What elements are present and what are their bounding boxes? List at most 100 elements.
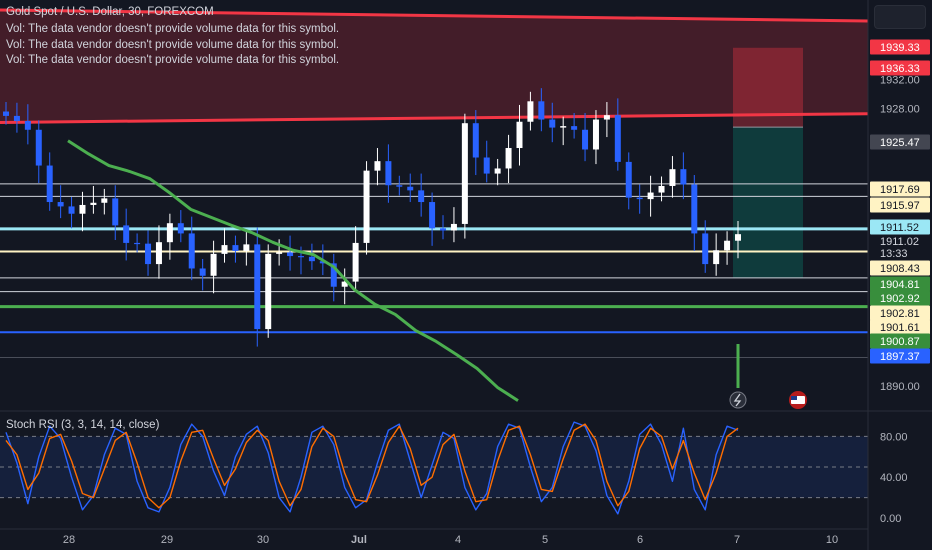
time-tick-label: 10	[826, 534, 838, 546]
price-label-badge	[870, 219, 930, 235]
candle-body	[516, 121, 523, 149]
candle-body	[68, 206, 75, 214]
price-labels: 1939.33 1936.33 1925.47 1917.69 1915.97 1911.…	[870, 39, 930, 364]
countdown-label: 13:33	[880, 248, 908, 260]
candle-body	[287, 252, 294, 257]
lightning-bolt-shape	[733, 393, 742, 407]
resistance-zone	[0, 10, 868, 123]
candle-body	[112, 198, 119, 226]
candle-body	[691, 184, 698, 234]
candle-body	[538, 101, 545, 120]
candlestick-series	[3, 88, 741, 347]
candle-body	[134, 242, 141, 245]
time-tick-label: 4	[455, 534, 461, 546]
candle-body	[199, 268, 206, 276]
rsi-tick-label: 0.00	[880, 513, 901, 525]
price-label-text: 1902.81	[880, 308, 920, 320]
price-label-badge	[870, 39, 930, 55]
price-label-text: 1936.33	[880, 63, 920, 75]
price-label-text: 1908.43	[880, 263, 920, 275]
price-label-text: 1897.37	[880, 351, 920, 363]
candle-body	[680, 169, 687, 185]
us-flag-canton	[791, 396, 797, 400]
candle-body	[702, 233, 709, 265]
candle-body	[669, 169, 676, 186]
candle-body	[396, 185, 403, 187]
rsi-tick-label: 80.00	[880, 431, 908, 443]
candle-body	[13, 115, 20, 122]
candle-body	[24, 121, 31, 130]
stoch-rsi-d-line	[5, 423, 739, 509]
price-label-badge	[870, 197, 930, 213]
candle-body	[3, 111, 9, 116]
time-tick-label: 29	[161, 534, 173, 546]
candle-body	[713, 250, 720, 265]
candle-body	[265, 253, 272, 330]
price-label-badge	[870, 305, 930, 321]
candle-body	[319, 261, 326, 264]
candle-body	[461, 123, 468, 224]
candle-body	[571, 126, 578, 130]
top-right-button[interactable]	[874, 5, 926, 29]
candle-body	[221, 245, 228, 254]
symbol-title[interactable]: Gold Spot / U.S. Dollar, 30, FOREXCOM	[6, 6, 214, 18]
candle-body	[724, 240, 731, 251]
candle-body	[407, 186, 414, 191]
candle-body	[276, 252, 283, 254]
horizontal-levels	[0, 8, 869, 359]
candle-body	[166, 223, 173, 243]
chart-icons	[729, 391, 807, 409]
stoch-rsi-title[interactable]: Stoch RSI (3, 3, 14, 14, close)	[6, 419, 160, 431]
candle-body	[188, 233, 195, 269]
candle-body	[254, 244, 261, 330]
price-label-text: 1915.97	[880, 200, 920, 212]
lightning-icon	[729, 391, 747, 409]
drawing-zones	[0, 10, 868, 278]
price-label-badge	[870, 333, 930, 349]
candle-body	[101, 198, 108, 203]
candle-body	[560, 126, 567, 128]
candle-body	[352, 242, 359, 282]
price-label-text: 1917.69	[880, 184, 920, 196]
candle-body	[603, 115, 610, 120]
rsi-tick-label: 40.00	[880, 472, 908, 484]
candle-body	[123, 225, 130, 243]
candle-body	[330, 263, 337, 287]
candle-body	[450, 223, 457, 231]
candle-body	[177, 223, 184, 234]
price-label-badge	[870, 290, 930, 306]
time-axis: 28 29 30 Jul 4 5 6 7 10	[0, 528, 868, 546]
price-label-badge	[870, 276, 930, 292]
candle-body	[440, 228, 447, 231]
candle-body	[35, 129, 42, 166]
candle-body	[308, 256, 315, 262]
candle-body	[341, 281, 348, 287]
price-tick-label: 1932.00	[880, 74, 920, 86]
candle-body	[79, 204, 86, 214]
candle-body	[625, 161, 632, 198]
candle-body	[483, 157, 490, 174]
price-tick-label: 1928.00	[880, 104, 920, 116]
candle-body	[418, 190, 425, 203]
resistance-line-bottom	[0, 112, 869, 124]
time-tick-label: 5	[542, 534, 548, 546]
price-label-text: 1902.92	[880, 293, 920, 305]
candle-body	[210, 253, 217, 276]
time-tick-label: 28	[63, 534, 75, 546]
price-label-badge	[870, 260, 930, 276]
candle-body	[46, 165, 53, 203]
candle-body	[549, 119, 556, 128]
candle-body	[614, 115, 621, 162]
price-tick-label: 1890.00	[880, 381, 920, 393]
volume-note: Vol: The data vendor doesn't provide vol…	[6, 54, 340, 66]
candle-body	[155, 242, 162, 265]
candle-body	[363, 170, 370, 243]
volume-note: Vol: The data vendor doesn't provide vol…	[6, 39, 340, 51]
price-label-text: 1939.33	[880, 42, 920, 54]
price-label-badge	[870, 319, 930, 335]
ma-line	[67, 139, 519, 402]
candle-body	[297, 256, 304, 258]
candle-body	[505, 148, 512, 169]
price-label-badge	[870, 348, 930, 364]
